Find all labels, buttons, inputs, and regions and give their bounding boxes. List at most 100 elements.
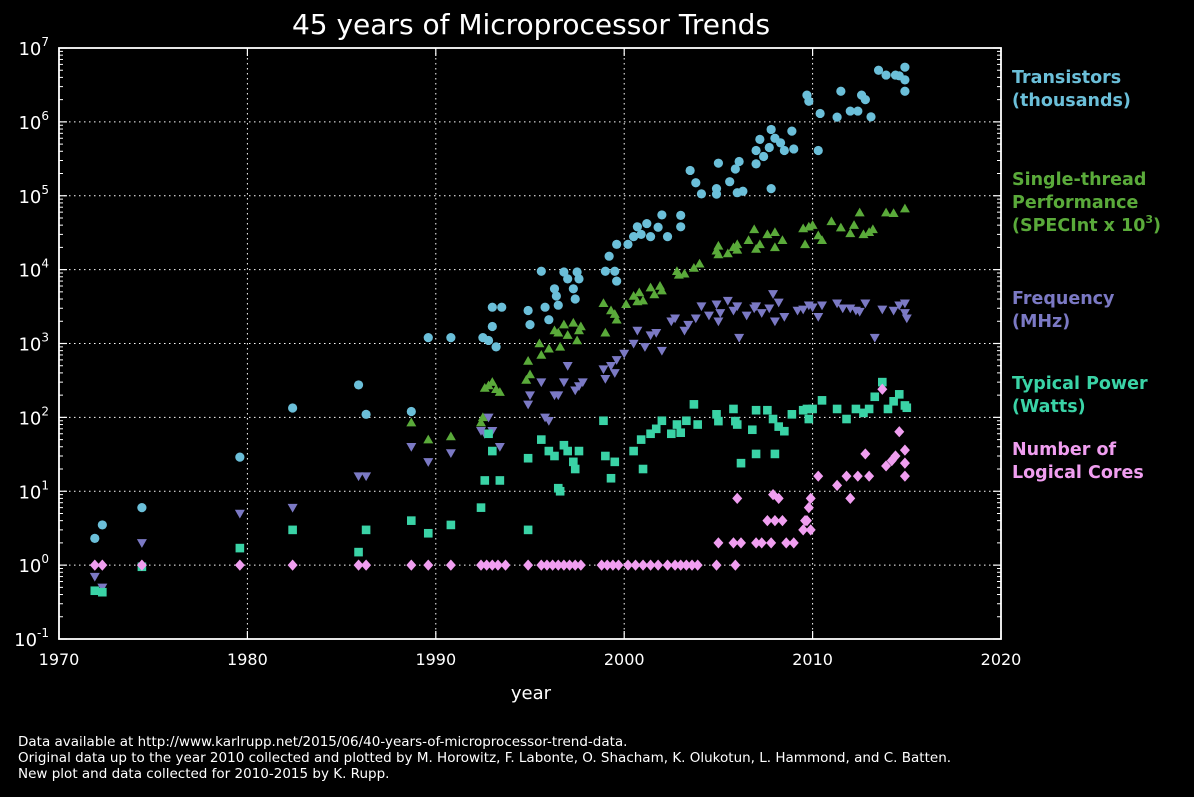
data-point-diamond bbox=[687, 559, 698, 571]
data-point-diamond bbox=[630, 559, 641, 571]
data-point-diamond bbox=[670, 559, 681, 571]
data-point-diamond bbox=[899, 444, 910, 456]
data-point-triangle-up bbox=[477, 412, 488, 422]
data-point-circle bbox=[361, 409, 371, 419]
data-point-triangle-down bbox=[722, 296, 733, 306]
data-point-circle bbox=[751, 145, 761, 156]
legend-entry-0: Transistors bbox=[1012, 68, 1121, 88]
data-point-diamond bbox=[877, 383, 888, 395]
data-point-circle bbox=[632, 222, 642, 232]
data-point-circle bbox=[288, 403, 298, 413]
data-point-triangle-down bbox=[651, 328, 662, 338]
data-point-square bbox=[651, 424, 661, 434]
data-point-square bbox=[574, 446, 584, 456]
data-point-triangle-up bbox=[826, 216, 837, 226]
data-point-triangle-up bbox=[849, 220, 860, 229]
y-tick-label: 102 bbox=[18, 404, 49, 429]
data-point-square bbox=[751, 449, 761, 459]
data-point-square bbox=[889, 397, 898, 406]
data-point-square bbox=[480, 476, 490, 485]
data-point-diamond bbox=[798, 524, 809, 536]
data-point-triangle-down bbox=[558, 378, 569, 388]
data-point-circle bbox=[725, 177, 735, 187]
data-point-diamond bbox=[730, 559, 741, 571]
data-point-square bbox=[544, 446, 554, 456]
data-point-diamond bbox=[481, 559, 492, 571]
footer-notes: Data available at http://www.karlrupp.ne… bbox=[18, 734, 951, 782]
data-point-circle bbox=[559, 267, 569, 277]
data-point-circle bbox=[544, 315, 554, 325]
data-point-triangle-down bbox=[523, 400, 534, 410]
data-point-square bbox=[748, 425, 757, 435]
y-tick-label: 10-1 bbox=[14, 626, 49, 651]
data-point-diamond bbox=[803, 502, 814, 514]
y-tick-label: 101 bbox=[18, 478, 49, 503]
data-point-square bbox=[559, 440, 569, 450]
data-point-triangle-down bbox=[711, 300, 722, 310]
data-point-diamond bbox=[886, 454, 897, 467]
data-point-triangle-down bbox=[639, 343, 650, 352]
data-point-square bbox=[870, 392, 880, 402]
data-point-circle bbox=[691, 178, 701, 188]
data-point-circle bbox=[549, 284, 560, 294]
data-point-square bbox=[476, 503, 486, 512]
data-point-diamond bbox=[773, 492, 784, 505]
data-point-circle bbox=[836, 86, 846, 96]
data-point-triangle-down bbox=[679, 326, 690, 336]
data-point-triangle-down bbox=[406, 443, 417, 452]
data-point-square bbox=[569, 457, 578, 467]
y-tick-label: 105 bbox=[18, 183, 49, 208]
data-point-circle bbox=[600, 266, 610, 276]
data-point-diamond bbox=[234, 559, 245, 571]
x-tick-label: 2000 bbox=[604, 650, 645, 669]
data-point-triangle-up bbox=[568, 317, 579, 327]
data-point-diamond bbox=[801, 515, 812, 527]
data-point-circle bbox=[873, 65, 884, 75]
data-point-diamond bbox=[547, 559, 558, 571]
data-point-diamond bbox=[487, 559, 498, 571]
data-point-square bbox=[851, 404, 861, 414]
data-point-square bbox=[667, 429, 676, 439]
data-point-triangle-down bbox=[817, 301, 828, 311]
data-point-square bbox=[736, 458, 746, 468]
data-point-triangle-down bbox=[553, 391, 564, 401]
data-point-diamond bbox=[89, 559, 100, 571]
data-point-triangle-down bbox=[543, 417, 554, 426]
data-point-diamond bbox=[541, 559, 552, 571]
data-point-circle bbox=[653, 222, 663, 232]
data-point-square bbox=[599, 416, 608, 426]
data-point-circle bbox=[97, 520, 107, 530]
data-point-diamond bbox=[445, 559, 456, 571]
data-point-square bbox=[808, 404, 817, 414]
data-point-circle bbox=[551, 291, 561, 301]
data-point-diamond bbox=[361, 559, 372, 571]
data-point-triangle-up bbox=[732, 244, 743, 254]
data-point-triangle-up bbox=[638, 295, 649, 305]
data-point-diamond bbox=[890, 450, 901, 462]
data-point-triangle-down bbox=[807, 303, 818, 313]
data-point-diamond bbox=[406, 559, 417, 571]
data-point-square bbox=[693, 420, 702, 429]
data-point-triangle-down bbox=[854, 307, 865, 317]
data-point-triangle-down bbox=[562, 361, 573, 371]
data-point-diamond bbox=[881, 460, 892, 472]
data-point-circle bbox=[553, 300, 563, 310]
data-point-triangle-down bbox=[715, 309, 726, 318]
data-point-triangle-down bbox=[600, 375, 611, 384]
data-point-circle bbox=[676, 222, 686, 232]
data-point-diamond bbox=[353, 559, 364, 571]
data-point-diamond bbox=[596, 559, 607, 571]
data-point-circle bbox=[90, 533, 100, 544]
data-point-diamond bbox=[768, 489, 779, 501]
data-point-triangle-up bbox=[562, 330, 573, 339]
data-point-triangle-up bbox=[679, 268, 690, 278]
legend-entry-3: Typical Power bbox=[1012, 374, 1148, 394]
x-axis-label: year bbox=[511, 683, 552, 704]
legend: Transistors (thousands) Single-thread Perfo… bbox=[1012, 68, 1161, 483]
data-point-triangle-down bbox=[536, 378, 547, 388]
data-point-triangle-down bbox=[703, 311, 714, 321]
data-point-triangle-down bbox=[741, 311, 752, 321]
data-point-triangle-down bbox=[899, 299, 910, 309]
data-point-square bbox=[555, 486, 565, 496]
data-point-diamond bbox=[575, 559, 586, 571]
